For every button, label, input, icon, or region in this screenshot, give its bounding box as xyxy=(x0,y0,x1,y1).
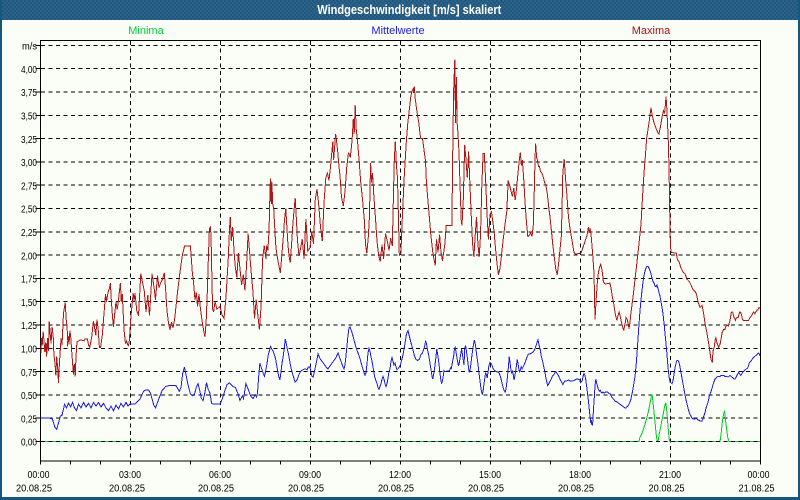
svg-text:20.08.25: 20.08.25 xyxy=(288,484,324,495)
svg-text:12:00: 12:00 xyxy=(389,470,411,481)
svg-text:0,00: 0,00 xyxy=(21,438,37,449)
svg-text:20.08.25: 20.08.25 xyxy=(16,484,52,495)
svg-text:1,25: 1,25 xyxy=(21,321,37,332)
svg-text:20.08.25: 20.08.25 xyxy=(378,484,414,495)
svg-text:20.08.25: 20.08.25 xyxy=(198,484,234,495)
svg-text:03:00: 03:00 xyxy=(119,470,141,481)
svg-text:0,50: 0,50 xyxy=(21,391,37,402)
svg-text:15:00: 15:00 xyxy=(479,470,501,481)
svg-text:3,00: 3,00 xyxy=(21,158,37,169)
svg-text:00:00: 00:00 xyxy=(28,470,50,481)
svg-text:2,25: 2,25 xyxy=(21,228,37,239)
svg-text:3,25: 3,25 xyxy=(21,135,37,146)
svg-text:1,00: 1,00 xyxy=(21,345,37,356)
svg-text:2,75: 2,75 xyxy=(21,181,37,192)
svg-text:3,75: 3,75 xyxy=(21,88,37,99)
svg-text:20.08.25: 20.08.25 xyxy=(649,484,685,495)
svg-text:21.08.25: 21.08.25 xyxy=(739,484,775,495)
svg-text:09:00: 09:00 xyxy=(299,470,321,481)
svg-text:00:00: 00:00 xyxy=(748,470,770,481)
svg-text:1,75: 1,75 xyxy=(21,275,37,286)
svg-text:21:00: 21:00 xyxy=(659,470,681,481)
svg-text:20.08.25: 20.08.25 xyxy=(558,484,594,495)
svg-text:m/s: m/s xyxy=(22,42,37,53)
svg-text:1,50: 1,50 xyxy=(21,298,37,309)
svg-text:06:00: 06:00 xyxy=(209,470,231,481)
svg-text:2,00: 2,00 xyxy=(21,251,37,262)
svg-text:4,00: 4,00 xyxy=(21,65,37,76)
svg-text:18:00: 18:00 xyxy=(569,470,591,481)
svg-text:3,50: 3,50 xyxy=(21,112,37,123)
svg-text:2,50: 2,50 xyxy=(21,205,37,216)
svg-text:20.08.25: 20.08.25 xyxy=(109,484,145,495)
svg-text:0,25: 0,25 xyxy=(21,414,37,425)
svg-text:0,75: 0,75 xyxy=(21,368,37,379)
svg-text:20.08.25: 20.08.25 xyxy=(468,484,504,495)
